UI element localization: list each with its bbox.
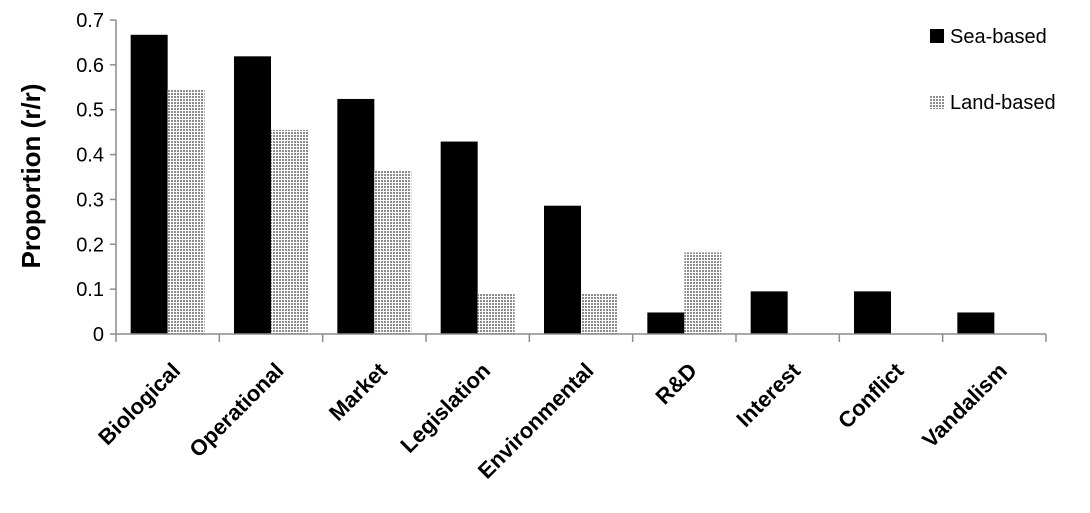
x-ticks-group: Biological Operational Market LegislationEn… xyxy=(93,334,1047,484)
x-tick-label: Legislation xyxy=(395,358,495,458)
bar-sea-based xyxy=(854,291,891,334)
bar-land-based xyxy=(477,293,515,334)
y-tick-label: 0.5 xyxy=(76,100,104,122)
y-tick-label: 0.2 xyxy=(76,234,104,256)
bar-land-based xyxy=(581,293,618,334)
legend-swatch xyxy=(930,29,944,43)
y-tick-label: 0.7 xyxy=(76,10,104,32)
y-tick-label: 0 xyxy=(93,324,104,346)
legend-label: Land-based xyxy=(950,92,1056,114)
x-tick-label: Operational xyxy=(184,358,288,462)
bar-land-based xyxy=(374,170,412,334)
bar-land-based xyxy=(271,129,308,334)
bar-sea-based xyxy=(750,291,788,334)
x-tick-label: Market xyxy=(324,357,392,425)
legend-label: Sea-based xyxy=(950,26,1047,48)
axes-group xyxy=(115,20,1046,335)
y-tick-label: 0.6 xyxy=(76,55,104,77)
legend-swatch xyxy=(930,95,944,109)
x-tick-label: R&D xyxy=(650,358,701,409)
x-tick-label: Biological xyxy=(93,358,185,450)
y-tick-label: 0.4 xyxy=(76,145,104,167)
bar-land-based xyxy=(684,252,722,334)
x-tick-label: Interest xyxy=(731,357,805,431)
bar-sea-based xyxy=(234,56,271,334)
bar-sea-based xyxy=(337,98,375,334)
y-tick-label: 0.1 xyxy=(76,279,104,301)
y-ticks-group: 0 0.1 0.2 0.3 0.4 0.5 0.6 0.7 xyxy=(76,10,116,346)
bar-sea-based xyxy=(957,312,995,334)
bars-group xyxy=(130,34,995,335)
y-axis-label: Proportion (r/r) xyxy=(16,84,46,269)
bar-land-based xyxy=(167,89,205,335)
x-tick-label: Vandalism xyxy=(917,358,1012,453)
bar-sea-based xyxy=(647,312,685,334)
legend: Sea-based Land-based xyxy=(930,26,1056,114)
bar-sea-based xyxy=(130,34,168,334)
y-tick-label: 0.3 xyxy=(76,189,104,211)
bar-sea-based xyxy=(440,141,478,334)
bar-sea-based xyxy=(544,205,581,334)
x-tick-label: Conflict xyxy=(833,357,909,433)
